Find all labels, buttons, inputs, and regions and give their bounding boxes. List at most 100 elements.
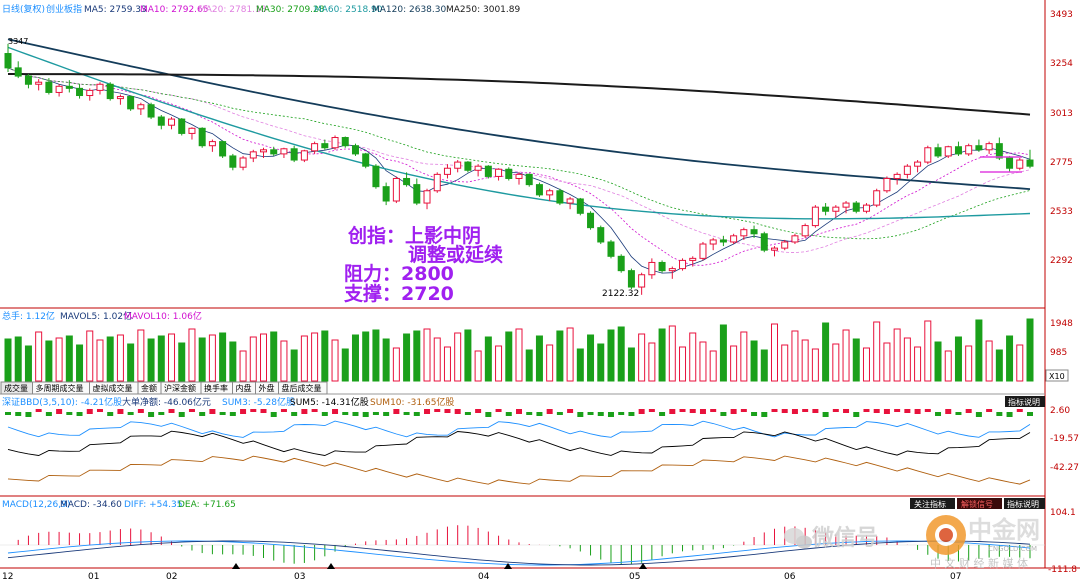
- candle-body: [495, 168, 503, 177]
- bbd-bar: [495, 409, 502, 412]
- candle: [719, 235, 727, 247]
- candle: [116, 94, 124, 105]
- candle-body: [730, 235, 738, 243]
- candle: [944, 145, 952, 158]
- bbd-help-button[interactable]: [1005, 396, 1045, 407]
- volume-bar: [4, 338, 12, 382]
- tab-label: 成交量: [4, 383, 28, 393]
- bbd-bar: [464, 412, 471, 415]
- volume-bar: [24, 345, 32, 382]
- candle-body: [86, 89, 94, 97]
- volume-bar: [658, 328, 666, 382]
- bbd-bar: [587, 412, 594, 415]
- candle-body: [45, 81, 53, 93]
- candle-body: [576, 198, 584, 214]
- indicator-tab[interactable]: 内盘: [232, 381, 256, 395]
- tab-label: 内盘: [236, 383, 252, 393]
- indicator-tab[interactable]: 多周期成交量: [32, 381, 90, 395]
- candle: [934, 143, 942, 158]
- indicator-tab[interactable]: 换手率: [200, 381, 233, 395]
- candle: [157, 114, 165, 130]
- bbd-bar: [403, 412, 410, 415]
- candle: [658, 260, 666, 273]
- indicator-tab[interactable]: 外盘: [255, 381, 279, 395]
- candle-body: [116, 96, 124, 100]
- volume-bar: [862, 347, 870, 382]
- volume-bar: [229, 341, 237, 382]
- bbd-bar: [321, 412, 328, 416]
- volume-bar: [157, 335, 165, 382]
- candle-body: [658, 261, 666, 272]
- candle-body: [229, 155, 237, 168]
- candle: [403, 172, 411, 187]
- volume-bar: [535, 335, 543, 382]
- macd-buttons[interactable]: 关注指标 解锁信号 指标说明: [910, 498, 1045, 509]
- candle: [137, 102, 145, 115]
- bbd-bar: [904, 409, 911, 413]
- high-price-marker: 3347: [8, 37, 28, 46]
- bbd-bar: [1027, 412, 1033, 416]
- focus-indicator-label[interactable]: 关注指标: [914, 499, 946, 509]
- volume-axis-label: 985: [1050, 348, 1067, 358]
- volume-bar: [668, 325, 676, 382]
- focus-indicator-button[interactable]: [910, 498, 955, 509]
- bbd-bar: [607, 412, 614, 417]
- indicator-tab[interactable]: 金额: [137, 381, 162, 395]
- volume-bar: [443, 346, 451, 382]
- bbd-bar: [86, 409, 93, 414]
- indicator-tab[interactable]: 盘后成交量: [278, 381, 328, 395]
- volume-bar: [474, 350, 482, 382]
- candle: [730, 233, 738, 245]
- candle: [65, 80, 73, 93]
- volume-bar: [689, 332, 697, 382]
- candle-body: [914, 161, 922, 167]
- candle-body: [505, 168, 513, 179]
- bbd-bar: [250, 409, 257, 412]
- candle-body: [903, 165, 911, 175]
- bbd-help-label[interactable]: 指标说明: [1008, 397, 1040, 407]
- unlock-signal-button[interactable]: [957, 498, 1002, 509]
- candle: [515, 172, 523, 185]
- candle-body: [331, 137, 339, 149]
- volume-bar: [168, 333, 176, 382]
- volume-bar: [832, 343, 840, 382]
- candle-body: [883, 177, 891, 192]
- candle-body: [280, 148, 288, 155]
- indicator-tabs[interactable]: 成交量 多周期成交量 虚拟成交量 金额 沪深金额 换手率 内盘 外盘 盘后成交量: [0, 381, 328, 395]
- indicator-tab[interactable]: 沪深金额: [160, 381, 202, 395]
- bbd-bar: [352, 412, 359, 416]
- volume-bar: [116, 334, 124, 382]
- bbd-bar: [699, 409, 706, 414]
- candle: [638, 272, 646, 295]
- macd-help-label[interactable]: 指标说明: [1007, 499, 1039, 509]
- date-tick: 04: [478, 572, 490, 581]
- macd-help-button[interactable]: [1004, 498, 1045, 509]
- price-header: 日线(复权) 创业板指 MA5: 2759.33 MA10: 2792.65 M…: [2, 3, 520, 15]
- volume-bar: [331, 339, 339, 382]
- candle-body: [985, 143, 993, 151]
- candle: [311, 141, 319, 154]
- bbd-bar: [577, 412, 584, 417]
- candle-body: [443, 167, 451, 175]
- indicator-tab[interactable]: 虚拟成交量: [89, 381, 139, 395]
- candle: [740, 227, 748, 240]
- bbd-bar: [740, 409, 747, 412]
- indicator-tab[interactable]: 成交量: [0, 381, 33, 395]
- volume-bar: [791, 330, 799, 382]
- bbd-bar: [730, 409, 737, 414]
- candle: [597, 225, 605, 245]
- bbd-bar: [556, 412, 563, 415]
- candle-body: [873, 190, 881, 206]
- candle-body: [566, 198, 574, 204]
- bbd-bar: [924, 409, 931, 412]
- candle: [883, 176, 891, 193]
- sum10-label: SUM10: -31.65亿股: [370, 396, 454, 408]
- bbd-bar: [188, 409, 195, 412]
- volume-bar: [76, 344, 84, 382]
- volume-bar: [883, 342, 891, 382]
- unlock-signal-label[interactable]: 解锁信号: [961, 499, 993, 509]
- candle-body: [1006, 157, 1014, 169]
- candle: [96, 82, 104, 95]
- candle-body: [668, 268, 676, 272]
